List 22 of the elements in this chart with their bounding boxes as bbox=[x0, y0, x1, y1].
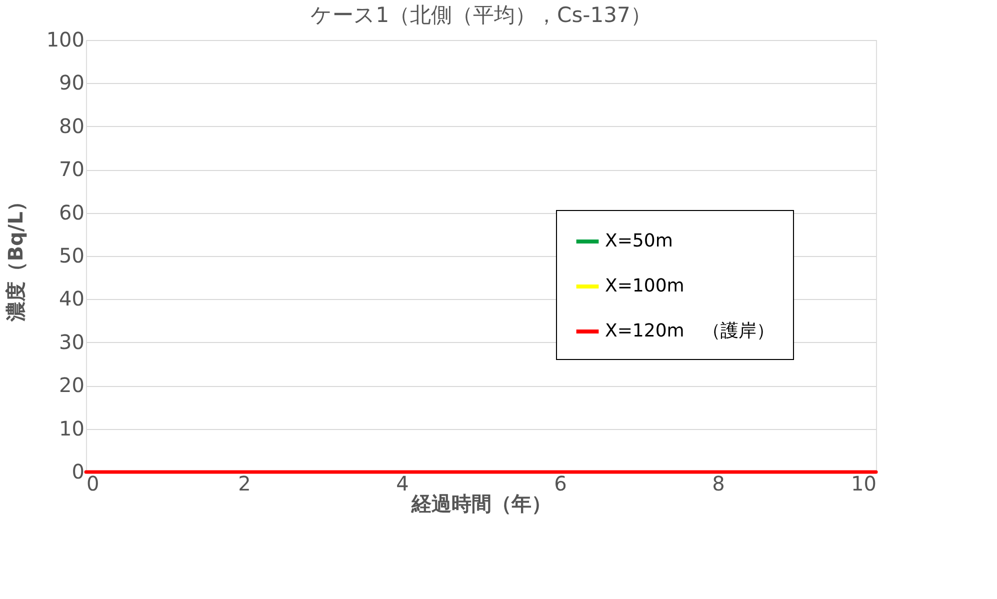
legend-label: X=120m （護岸） bbox=[605, 320, 774, 342]
y-tick-label: 20 bbox=[59, 373, 84, 398]
x-tick-label: 10 bbox=[851, 472, 876, 496]
x-tick-label: 8 bbox=[712, 472, 725, 496]
x-tick-label: 4 bbox=[396, 472, 409, 496]
y-tick-label: 30 bbox=[59, 330, 84, 354]
chart-title: ケース1（北側（平均），Cs-137） bbox=[310, 3, 652, 27]
x-axis-title: 経過時間（年） bbox=[410, 492, 552, 516]
y-tick-label: 100 bbox=[46, 28, 84, 52]
y-tick-label: 40 bbox=[59, 286, 84, 311]
y-tick-label: 60 bbox=[59, 200, 84, 224]
y-axis-title: 濃度（Bq/L） bbox=[3, 192, 28, 322]
y-tick-label: 80 bbox=[59, 114, 84, 138]
y-tick-label: 90 bbox=[59, 70, 84, 95]
y-tick-label: 10 bbox=[59, 416, 84, 440]
y-tick-label: 50 bbox=[59, 244, 84, 268]
legend-label: X=100m bbox=[605, 276, 684, 296]
y-tick-label: 70 bbox=[59, 157, 84, 182]
legend-label: X=50m bbox=[605, 230, 673, 252]
x-tick-label: 2 bbox=[238, 472, 251, 496]
x-tick-label: 0 bbox=[86, 472, 100, 496]
x-tick-label: 6 bbox=[554, 472, 567, 496]
